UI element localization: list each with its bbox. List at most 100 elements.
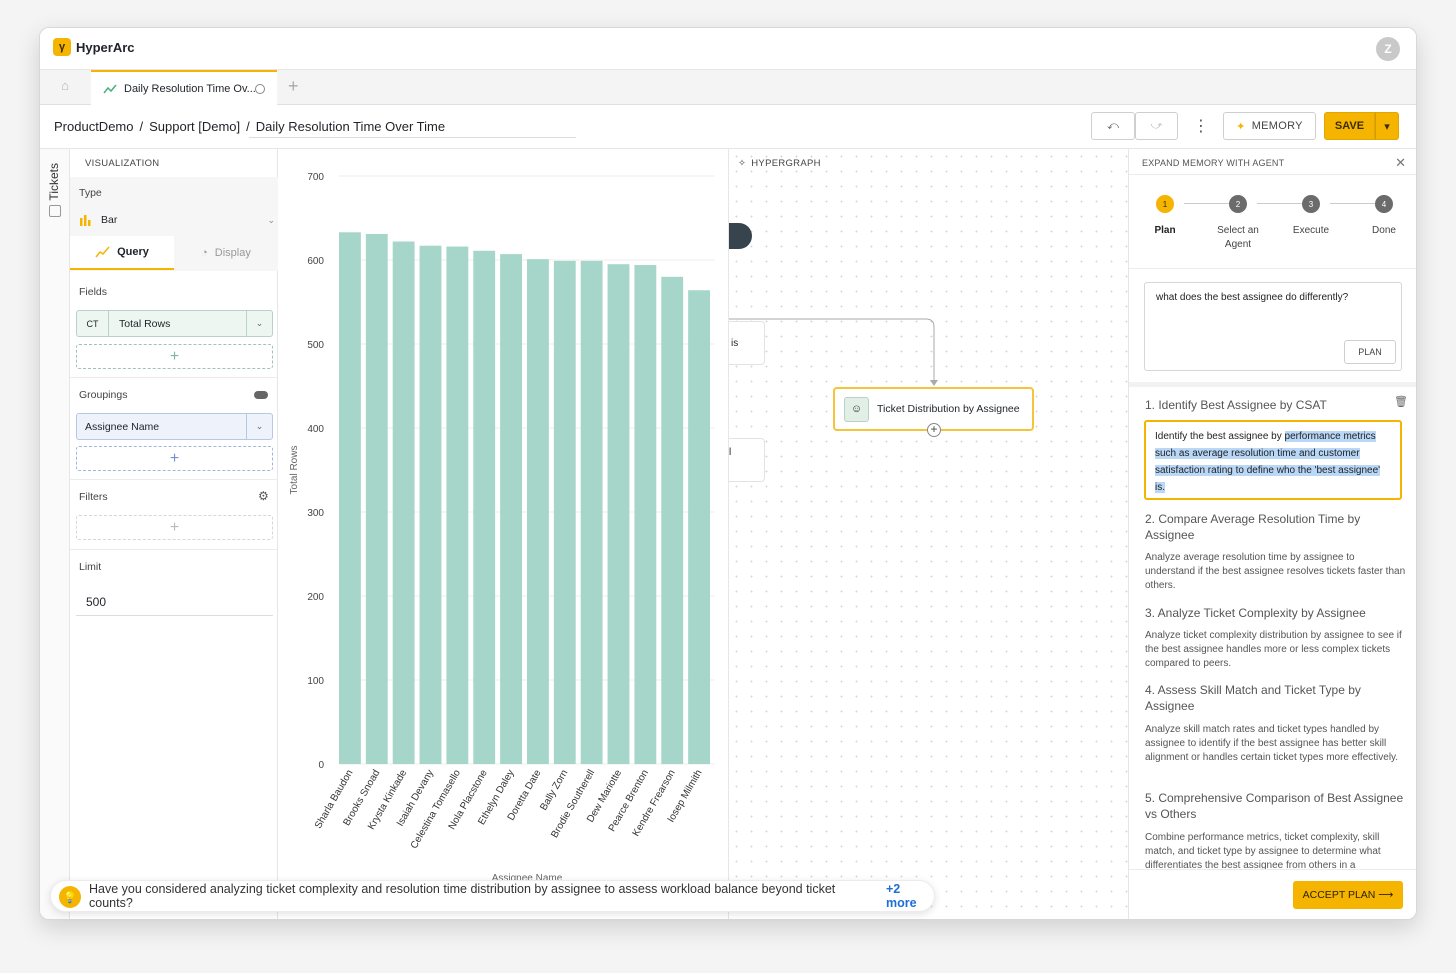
page-title[interactable]: Daily Resolution Time Over Time xyxy=(255,119,446,134)
plan-button[interactable]: PLAN xyxy=(1344,340,1396,364)
tab-query[interactable]: Query xyxy=(70,236,174,270)
suggestion-banner[interactable]: 💡 Have you considered analyzing ticket c… xyxy=(50,880,935,912)
save-dropdown-button[interactable]: ▾ xyxy=(1375,112,1399,140)
step-plan: 1 xyxy=(1156,195,1174,213)
graph-node-partial[interactable]: l xyxy=(729,438,765,482)
step-connector xyxy=(1330,203,1375,204)
agent-panel-title: EXPAND MEMORY WITH AGENT xyxy=(1142,158,1285,168)
plan-item-description-editor[interactable]: Identify the best assignee by performanc… xyxy=(1144,420,1402,500)
bar xyxy=(527,259,549,764)
add-field-button[interactable]: + xyxy=(76,344,273,369)
bar xyxy=(473,250,496,764)
step-done: 4 xyxy=(1375,195,1393,213)
type-label: Type xyxy=(79,187,102,199)
tab-daily-resolution[interactable]: Daily Resolution Time Ov... xyxy=(91,70,277,105)
divider xyxy=(70,479,278,480)
bar xyxy=(688,290,710,764)
plan-item-title: 5. Comprehensive Comparison of Best Assi… xyxy=(1145,791,1404,821)
step-execute: 3 xyxy=(1302,195,1320,213)
y-tick-label: 700 xyxy=(307,172,324,183)
tab-label: Daily Resolution Time Ov... xyxy=(124,82,256,95)
graph-root-node[interactable] xyxy=(729,223,752,249)
caret-down-icon: ▾ xyxy=(1384,120,1390,133)
add-filter-button[interactable]: + xyxy=(76,515,273,540)
field-total-rows[interactable]: CT Total Rows ⌄ xyxy=(76,310,273,337)
tab-display[interactable]: ◔ Display xyxy=(174,236,278,270)
chevron-down-icon: ⌄ xyxy=(267,214,275,225)
undo-button[interactable]: ⤺ xyxy=(1091,112,1135,140)
bar xyxy=(607,264,630,764)
bar xyxy=(446,246,469,764)
chart-area: 0 100 200 300 400 500 600 700 Sharla Baudon Brook… xyxy=(278,149,729,919)
y-axis-label: Total Rows xyxy=(289,446,300,495)
side-tab-tickets[interactable]: Tickets xyxy=(47,163,61,201)
redo-button[interactable]: ⤻ xyxy=(1135,112,1178,140)
sparkle-icon: ✧ xyxy=(738,158,747,169)
title-underline xyxy=(249,137,576,138)
step-connector xyxy=(1257,203,1302,204)
x-tick-label: Celestina Tomasello xyxy=(409,768,463,851)
groupings-toggle[interactable] xyxy=(254,391,268,399)
divider xyxy=(1129,268,1416,269)
chevron-down-icon[interactable]: ⌄ xyxy=(246,311,272,336)
breadcrumb-separator: / xyxy=(246,119,250,134)
graph-node-partial[interactable]: is xyxy=(729,321,765,365)
app-logo[interactable]: γ HyperArc xyxy=(53,38,135,56)
x-axis-label: Assignee Name xyxy=(492,873,563,884)
bar-chart-icon xyxy=(80,215,91,226)
divider xyxy=(70,549,278,550)
add-grouping-button[interactable]: + xyxy=(76,446,273,471)
chevron-down-icon[interactable]: ⌄ xyxy=(246,414,272,439)
breadcrumb-item[interactable]: Support [Demo] xyxy=(149,119,241,134)
section-divider xyxy=(1129,382,1416,387)
plan-item-title: 2. Compare Average Resolution Time by As… xyxy=(1145,512,1361,542)
breadcrumb: ProductDemo / Support [Demo] / Daily Resol… xyxy=(54,119,445,134)
redo-icon: ⤻ xyxy=(1150,119,1163,132)
trash-icon[interactable]: 🗑 xyxy=(1394,396,1408,408)
grouping-assignee-name[interactable]: Assignee Name ⌄ xyxy=(76,413,273,440)
y-tick-label: 200 xyxy=(307,592,324,603)
save-button[interactable]: SAVE xyxy=(1324,112,1375,140)
plus-icon: + xyxy=(169,449,180,467)
hypergraph-canvas[interactable]: ✧ HYPERGRAPH is l ☺ Ticket Distribution … xyxy=(729,149,1128,919)
gear-icon[interactable]: ⚙ xyxy=(258,489,269,503)
memory-button[interactable]: ✦ MEMORY xyxy=(1223,112,1316,140)
display-tab-label: Display xyxy=(214,247,251,259)
field-type-badge: CT xyxy=(77,311,109,336)
bar xyxy=(634,265,657,764)
table-icon[interactable] xyxy=(49,205,61,217)
add-tab-icon[interactable]: + xyxy=(288,76,299,96)
add-node-icon[interactable]: + xyxy=(927,423,941,437)
step-select-agent: 2 xyxy=(1229,195,1247,213)
question-input[interactable]: what does the best assignee do different… xyxy=(1144,282,1402,371)
sparkle-icon: ✦ xyxy=(1236,120,1246,133)
avatar[interactable]: Z xyxy=(1376,37,1400,61)
chart-type-select[interactable]: Bar ⌄ xyxy=(79,211,275,229)
plan-desc-text: Identify the best assignee by xyxy=(1155,431,1285,442)
suggestion-text: Have you considered analyzing ticket com… xyxy=(89,882,836,910)
more-suggestions-link[interactable]: +2 more xyxy=(885,882,917,910)
limit-input[interactable]: 500 xyxy=(76,589,273,616)
lightbulb-icon: 💡 xyxy=(59,886,81,908)
step-label: Plan xyxy=(1154,225,1176,236)
step-label: Select an Agent xyxy=(1217,225,1259,250)
unsaved-dot-icon[interactable] xyxy=(255,84,265,94)
breadcrumb-item[interactable]: ProductDemo xyxy=(54,119,134,134)
close-icon[interactable]: ✕ xyxy=(1395,155,1406,170)
filters-label: Filters xyxy=(79,491,108,503)
y-tick-label: 500 xyxy=(307,340,324,351)
accept-plan-button[interactable]: ACCEPT PLAN ⟶ xyxy=(1293,881,1403,909)
plan-item-description: Analyze average resolution time by assig… xyxy=(1145,552,1406,591)
app-name: HyperArc xyxy=(76,39,135,55)
step-connector xyxy=(1184,203,1229,204)
y-tick-label: 300 xyxy=(307,508,324,519)
app-window: γ HyperArc Z ⌂ Daily Resolution Time Ov.… xyxy=(39,27,1417,920)
more-options-icon[interactable]: ⋮ xyxy=(1193,112,1209,140)
bar xyxy=(661,276,684,764)
query-icon xyxy=(95,246,110,258)
home-icon[interactable]: ⌂ xyxy=(61,78,69,93)
plan-item-title: 4. Assess Skill Match and Ticket Type by… xyxy=(1145,683,1361,713)
node-icon: ☺ xyxy=(844,396,869,422)
fields-label: Fields xyxy=(79,286,108,298)
